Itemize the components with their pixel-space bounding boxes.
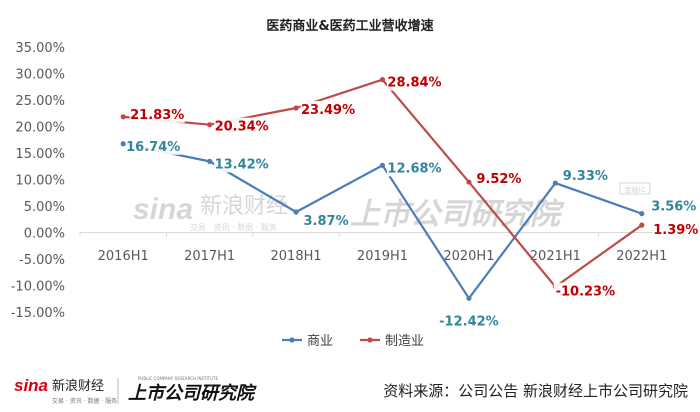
footer-brand: sina 新浪财经 交易 · 资讯 · 数据 · 服务 PUBLIC COMPA…: [14, 372, 264, 408]
y-tick-label: 30.00%: [15, 68, 65, 83]
y-tick-label: 20.00%: [15, 121, 65, 136]
watermark-cn: 新浪财经: [200, 194, 288, 219]
data-label: 21.83%: [130, 108, 184, 123]
data-label-bg: [129, 105, 185, 123]
data-point: [293, 105, 299, 111]
footer-platform: 上市公司研究院: [128, 383, 257, 404]
y-axis: 35.00% 30.00% 25.00% 20.00% 15.00% 10.00% 5.00…: [11, 41, 65, 321]
x-tick-label: 2022H1: [616, 249, 667, 264]
footer-sina-sub: 交易 · 资讯 · 数据 · 服务: [52, 397, 117, 405]
x-axis: 2016H1 2017H1 2018H1 2019H1 2020H1 2021H1 2022…: [79, 232, 686, 264]
data-label-bg: [652, 221, 700, 239]
data-label: 9.33%: [563, 169, 608, 184]
data-label-bg: [475, 170, 523, 188]
data-label-bg: [386, 73, 443, 91]
data-label: 1.39%: [653, 223, 698, 238]
legend-swatch-marker: [289, 337, 295, 343]
x-tick-label: 2021H1: [530, 249, 581, 264]
watermark-badge-box: [619, 182, 651, 195]
series-lines: [120, 77, 645, 301]
data-label: -10.23%: [556, 285, 616, 300]
data-label: 3.87%: [304, 214, 349, 229]
data-point: [466, 179, 472, 185]
y-tick-label: -5.00%: [19, 253, 65, 268]
data-label: 28.84%: [387, 76, 441, 91]
legend: 商业 制造业: [282, 334, 424, 349]
x-tick-label: 2017H1: [184, 249, 235, 264]
x-tick-label: 2020H1: [443, 249, 494, 264]
legend-swatch-marker: [367, 337, 373, 343]
legend-label: 商业: [307, 334, 333, 349]
data-label: -12.42%: [439, 314, 499, 329]
footer-brand-logo: sina 新浪财经 交易 · 资讯 · 数据 · 服务 PUBLIC COMPA…: [14, 376, 257, 405]
data-label-bg: [561, 167, 609, 185]
y-tick-label: 5.00%: [24, 200, 65, 215]
footer-sina-cn: 新浪财经: [52, 378, 104, 394]
chart-title: 医药商业&医药工业营收增速: [266, 18, 433, 34]
watermark-platform: 上市公司研究院: [350, 197, 565, 232]
x-tick-label: 2016H1: [98, 249, 149, 264]
watermark-sina: sina: [133, 193, 193, 226]
data-point: [207, 122, 213, 128]
data-point: [639, 222, 645, 228]
data-point: [207, 158, 213, 164]
data-label: 16.74%: [126, 140, 180, 155]
footer-platform-en: PUBLIC COMPANY RESEARCH INSTITUTE: [138, 376, 218, 381]
data-point: [379, 162, 386, 168]
data-label-bg: [650, 197, 698, 215]
data-point: [120, 114, 126, 120]
data-point: [552, 180, 558, 186]
data-label-bg: [302, 211, 350, 229]
watermark-badge: 金融IC: [625, 185, 646, 194]
data-label-bg: [300, 101, 356, 119]
data-point: [639, 211, 645, 217]
y-tick-label: 35.00%: [15, 41, 65, 56]
legend-label: 制造业: [385, 334, 424, 349]
data-label: 12.68%: [387, 161, 441, 176]
data-label-bg: [437, 312, 501, 330]
data-point: [379, 77, 386, 83]
x-tick-label: 2018H1: [271, 249, 322, 264]
data-point: [466, 295, 472, 301]
data-label-bg: [125, 137, 181, 155]
data-label: 9.52%: [476, 172, 521, 187]
footer-sina-logo: sina: [14, 376, 48, 395]
y-tick-label: -10.00%: [11, 280, 65, 295]
watermark-sub: 交易 · 资讯 · 数据 · 服务: [190, 222, 277, 232]
data-label-bg: [214, 155, 270, 173]
source-note: 资料来源：公司公告 新浪财经上市公司研究院: [383, 382, 688, 400]
y-tick-label: 25.00%: [15, 94, 65, 109]
data-point: [293, 209, 299, 215]
data-label-bg: [214, 117, 270, 135]
y-tick-label: 15.00%: [15, 147, 65, 162]
y-tick-label: 10.00%: [15, 174, 65, 189]
data-labels: 16.74% 13.42% 3.87% 12.68% -12.42% 9.33% 3.56%…: [125, 73, 700, 330]
data-label-bg: [386, 159, 443, 177]
x-tick-label: 2019H1: [357, 249, 408, 264]
data-label-bg: [553, 282, 618, 300]
y-tick-label: 0.00%: [24, 227, 65, 242]
data-label: 20.34%: [215, 120, 269, 135]
y-tick-label: -15.00%: [11, 306, 65, 321]
data-label: 13.42%: [215, 157, 269, 172]
data-label: 3.56%: [651, 200, 696, 215]
data-label: 23.49%: [301, 103, 355, 118]
data-point: [120, 141, 126, 147]
